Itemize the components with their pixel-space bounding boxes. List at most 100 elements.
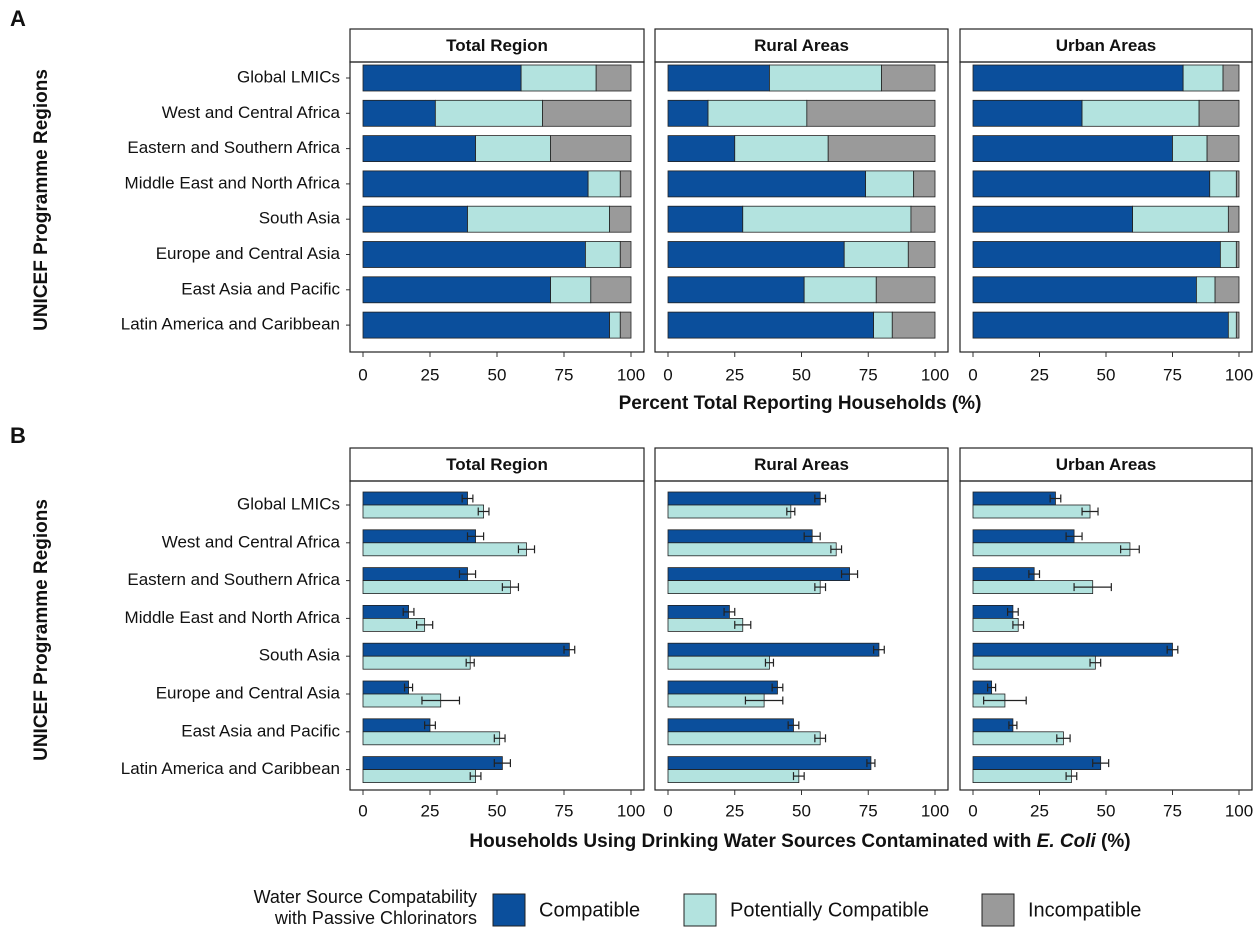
bar xyxy=(972,529,1075,544)
bar xyxy=(362,618,426,632)
bar-segment xyxy=(667,311,874,339)
bar xyxy=(362,718,431,733)
bar-segment xyxy=(542,99,632,127)
bar-segment xyxy=(1227,311,1237,339)
bar-segment xyxy=(362,241,586,268)
x-tick-label: 100 xyxy=(1225,365,1253,384)
bar-segment xyxy=(362,170,589,198)
x-tick-label: 0 xyxy=(663,365,672,384)
bar-segment xyxy=(972,205,1134,233)
bar-segment xyxy=(1235,241,1240,268)
x-tick-label: 100 xyxy=(921,801,949,820)
error-bar xyxy=(1092,759,1110,768)
bar-segment xyxy=(1182,64,1224,92)
error-bar xyxy=(872,645,885,654)
error-bar xyxy=(424,721,436,730)
facet-title: Rural Areas xyxy=(754,455,849,474)
bar-segment xyxy=(769,64,883,92)
bar-segment xyxy=(362,99,436,127)
error-bar xyxy=(786,507,796,516)
error-bar xyxy=(1065,532,1083,541)
bar-segment xyxy=(434,99,543,127)
bar-segment xyxy=(1214,276,1240,304)
bar-segment xyxy=(467,205,610,233)
x-tick-label: 75 xyxy=(555,801,574,820)
x-axis-label-part: (%) xyxy=(1096,831,1131,852)
bar xyxy=(362,756,503,770)
panel-label: B xyxy=(10,423,26,448)
bar xyxy=(667,580,821,594)
bar-segment xyxy=(619,241,632,268)
bar-segment xyxy=(972,311,1229,339)
category-label: East Asia and Pacific xyxy=(181,721,340,740)
bar xyxy=(362,680,409,695)
bar-segment xyxy=(619,311,632,339)
bar-segment xyxy=(609,205,632,233)
bar-segment xyxy=(1081,99,1200,127)
bar xyxy=(667,642,880,657)
legend-swatch xyxy=(981,893,1015,927)
bar xyxy=(972,731,1064,746)
category-label: Eastern and Southern Africa xyxy=(127,138,340,157)
bar-segment xyxy=(585,241,621,268)
bar-segment xyxy=(667,276,805,304)
bar xyxy=(667,769,800,783)
bar-segment xyxy=(667,205,744,233)
error-bar xyxy=(469,772,482,781)
error-bar xyxy=(1081,507,1099,516)
x-tick-label: 50 xyxy=(792,801,811,820)
error-bar xyxy=(814,583,827,592)
error-bar xyxy=(734,620,752,629)
bar-segment xyxy=(667,241,845,268)
error-bar xyxy=(1006,607,1019,616)
error-bar xyxy=(501,583,520,592)
bar-segment xyxy=(875,276,936,304)
x-tick-label: 100 xyxy=(1225,801,1253,820)
category-label: West and Central Africa xyxy=(162,532,341,551)
bar-segment xyxy=(550,276,592,304)
category-label: Middle East and North Africa xyxy=(125,173,341,192)
panel-label: A xyxy=(10,6,26,31)
error-bar xyxy=(744,696,784,705)
bar-segment xyxy=(1235,170,1240,198)
bar xyxy=(972,491,1056,506)
category-label: Europe and Central Asia xyxy=(156,683,341,702)
facet-title: Rural Areas xyxy=(754,36,849,55)
bar xyxy=(362,504,484,519)
bar-segment xyxy=(1235,311,1240,339)
x-tick-label: 75 xyxy=(859,365,878,384)
error-bar xyxy=(830,545,843,554)
x-tick-label: 25 xyxy=(725,801,744,820)
error-bar xyxy=(403,683,414,692)
bar xyxy=(362,769,476,783)
x-tick-label: 25 xyxy=(421,801,440,820)
bar xyxy=(667,504,792,519)
error-bar xyxy=(866,759,876,768)
bar-segment xyxy=(873,311,893,339)
category-label: Europe and Central Asia xyxy=(156,244,341,263)
bar-segment xyxy=(891,311,936,339)
bar-segment xyxy=(667,170,866,198)
bar xyxy=(972,504,1091,519)
error-bar xyxy=(771,683,784,692)
error-bar xyxy=(1056,734,1071,743)
bar xyxy=(667,542,837,557)
legend-swatch xyxy=(683,893,717,927)
facet-title: Total Region xyxy=(446,455,548,474)
bar xyxy=(362,529,476,544)
bar xyxy=(667,491,821,506)
bar-segment xyxy=(865,170,915,198)
error-bar xyxy=(458,570,477,579)
error-bar xyxy=(1008,721,1018,730)
bar-segment xyxy=(907,241,936,268)
x-tick-label: 25 xyxy=(421,365,440,384)
y-axis-label: UNICEF Programme Regions xyxy=(31,69,52,331)
bar xyxy=(362,642,570,657)
bar xyxy=(667,567,850,581)
legend-label: Compatible xyxy=(539,899,640,921)
x-tick-label: 25 xyxy=(1030,801,1049,820)
bar-segment xyxy=(972,135,1173,163)
bar-segment xyxy=(742,205,912,233)
bar-segment xyxy=(362,64,522,92)
